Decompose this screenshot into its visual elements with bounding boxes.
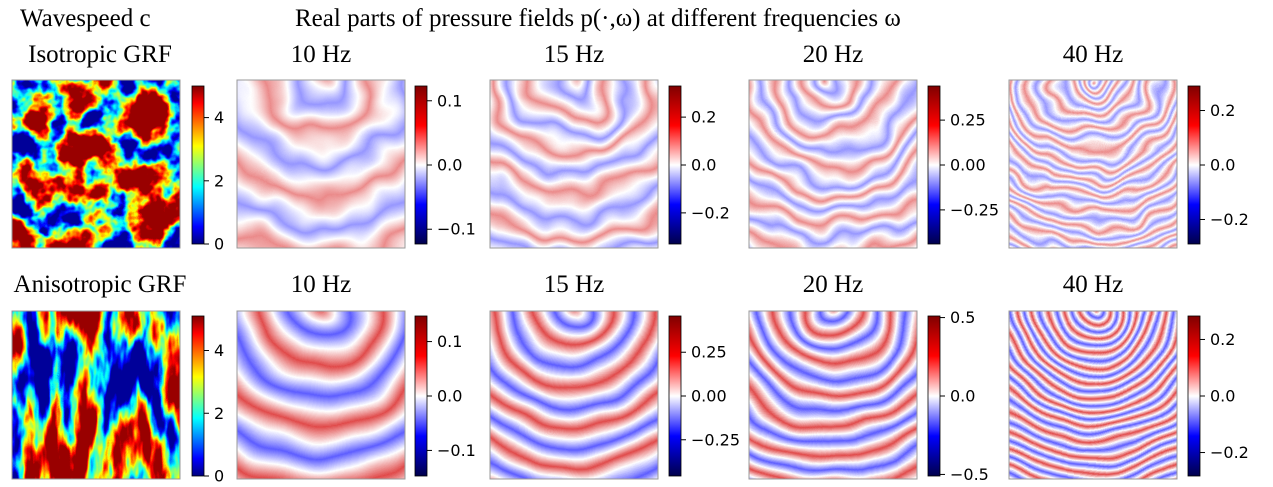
image-frame [11, 79, 181, 249]
colorbar [191, 315, 205, 477]
panel-title: 10 Hz [291, 271, 351, 298]
colorbar-tick-label: 0.25 [950, 111, 986, 130]
field [12, 80, 180, 248]
image-frame [748, 310, 918, 480]
image-frame [1008, 310, 1178, 480]
image-frame [1008, 79, 1178, 249]
colorbar-tick-label: −0.2 [1210, 210, 1249, 229]
field [1009, 311, 1177, 479]
panel-title: 40 Hz [1063, 271, 1123, 298]
field-image [237, 311, 405, 479]
field-image [490, 311, 658, 479]
colorbar-tick-label: 2 [214, 404, 224, 423]
colorbar-tick-label: 0.0 [437, 387, 462, 406]
field [749, 311, 917, 479]
colorbar-tick-label: 0.25 [691, 343, 727, 362]
colorbar-tick-label: −0.2 [1210, 443, 1249, 462]
colorbar-tick-label: 0 [214, 235, 224, 254]
colorbar-tick-label: 0.0 [691, 156, 716, 175]
colorbar [191, 85, 205, 245]
colorbar-tick-label: 0.5 [950, 308, 975, 327]
field-image [1009, 311, 1177, 479]
colorbar-tick-label: 0.2 [691, 108, 716, 127]
field-image [490, 80, 658, 248]
colorbar [414, 85, 428, 245]
figure-title: Real parts of pressure fields p(·,ω) at … [295, 5, 901, 32]
colorbar-tick-label: 4 [214, 341, 224, 360]
field [237, 80, 405, 248]
panel-title: 20 Hz [803, 41, 863, 68]
colorbar-tick-label: 0.1 [437, 91, 462, 110]
field [1009, 80, 1177, 248]
colorbar-tick-label: −0.5 [950, 465, 989, 484]
image-frame [489, 310, 659, 480]
panel-title: 10 Hz [291, 41, 351, 68]
colorbar-tick-label: 0.0 [950, 387, 975, 406]
panel-title: 15 Hz [544, 271, 604, 298]
colorbar-tick-label: 0.00 [950, 156, 986, 175]
panel-title: Isotropic GRF [28, 41, 172, 68]
colorbar [414, 315, 428, 477]
field-image [1009, 80, 1177, 248]
field [12, 311, 180, 479]
colorbar [927, 85, 941, 245]
field-image [749, 311, 917, 479]
colorbar-tick-label: 0.0 [1210, 387, 1235, 406]
colorbar-tick-label: 0.0 [437, 156, 462, 175]
field-image [12, 80, 180, 248]
field [749, 80, 917, 248]
colorbar-tick-label: −0.25 [950, 200, 999, 219]
colorbar-tick-label: −0.1 [437, 220, 476, 239]
colorbar-tick-label: −0.25 [691, 430, 740, 449]
field-image [749, 80, 917, 248]
field [237, 311, 405, 479]
figure-title: Wavespeed c [20, 5, 151, 32]
colorbar-tick-label: 4 [214, 108, 224, 127]
colorbar [668, 315, 682, 477]
field-image [12, 311, 180, 479]
panel-title: 15 Hz [544, 41, 604, 68]
panel-title: 20 Hz [803, 271, 863, 298]
panel-title: Anisotropic GRF [14, 271, 187, 298]
colorbar-tick-label: 0.00 [691, 387, 727, 406]
image-frame [748, 79, 918, 249]
colorbar-tick-label: 2 [214, 171, 224, 190]
image-frame [489, 79, 659, 249]
image-frame [236, 79, 406, 249]
image-frame [236, 310, 406, 480]
colorbar-tick-label: 0 [214, 467, 224, 486]
colorbar-tick-label: −0.1 [437, 441, 476, 460]
field [490, 311, 658, 479]
field-image [237, 80, 405, 248]
panel-title: 40 Hz [1063, 41, 1123, 68]
field [490, 80, 658, 248]
colorbar [668, 85, 682, 245]
colorbar-tick-label: 0.2 [1210, 330, 1235, 349]
colorbar [1187, 85, 1201, 245]
colorbar-tick-label: 0.2 [1210, 101, 1235, 120]
colorbar-tick-label: 0.1 [437, 332, 462, 351]
colorbar [1187, 315, 1201, 477]
colorbar [927, 315, 941, 477]
colorbar-tick-label: 0.0 [1210, 156, 1235, 175]
image-frame [11, 310, 181, 480]
colorbar-tick-label: −0.2 [691, 203, 730, 222]
